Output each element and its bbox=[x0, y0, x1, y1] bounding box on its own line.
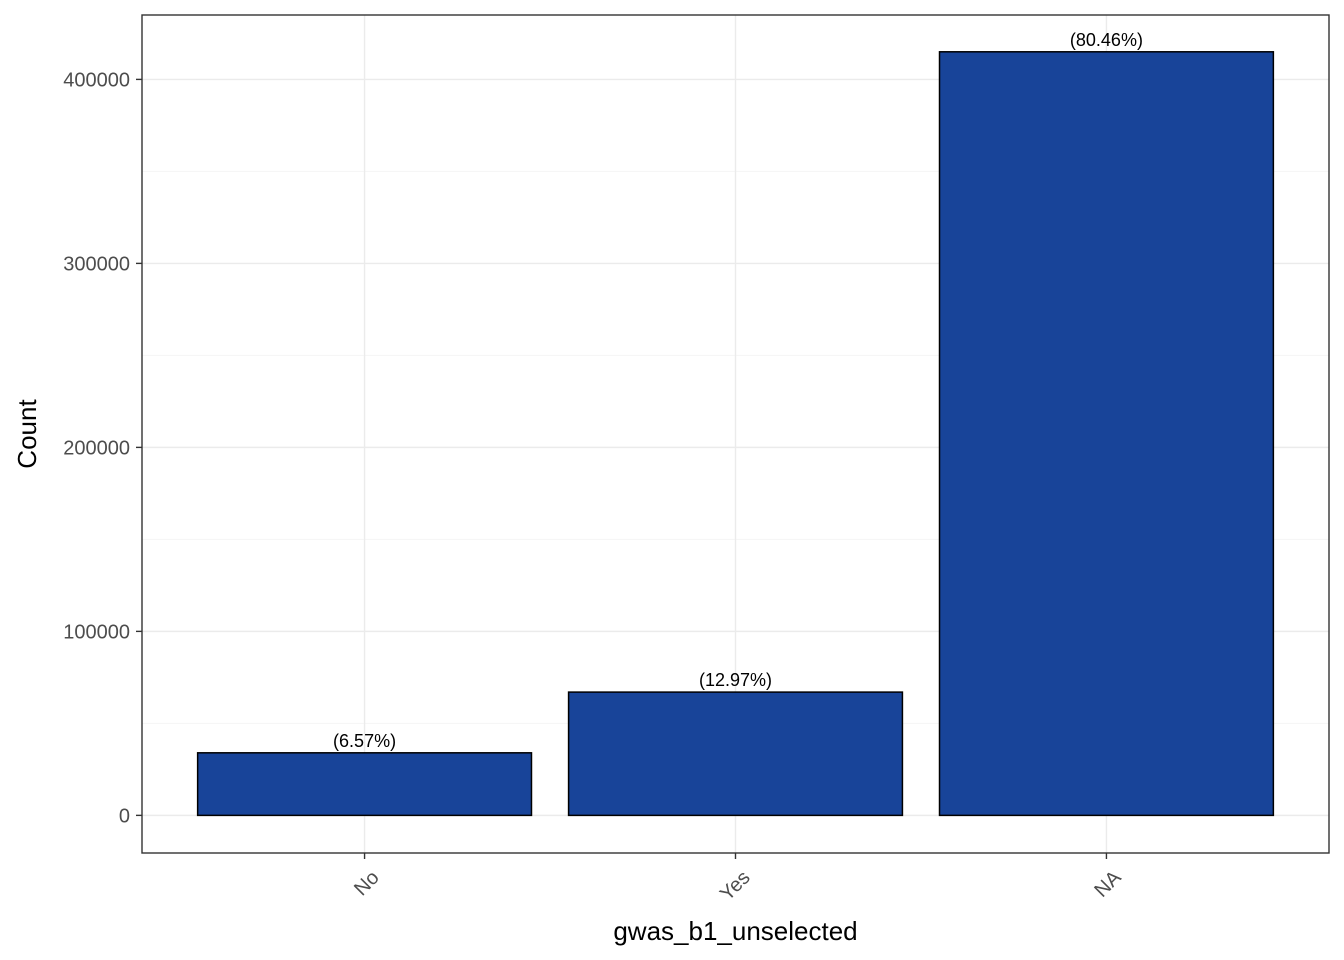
bar-yes bbox=[567, 691, 904, 817]
x-axis: No Yes NA bbox=[350, 853, 1126, 905]
x-axis-title: gwas_b1_unselected bbox=[613, 916, 857, 946]
y-tick-label: 300000 bbox=[63, 253, 130, 275]
bar-value-label: (80.46%) bbox=[1070, 30, 1143, 50]
x-tick-label: No bbox=[350, 867, 384, 901]
y-axis-title: Count bbox=[12, 399, 42, 469]
bar-value-labels: (6.57%) (12.97%) (80.46%) bbox=[333, 30, 1143, 751]
bar-value-label: (6.57%) bbox=[333, 731, 396, 751]
bar-na bbox=[938, 51, 1275, 817]
y-tick-label: 200000 bbox=[63, 437, 130, 459]
y-tick-label: 100000 bbox=[63, 621, 130, 643]
y-tick-label: 400000 bbox=[63, 69, 130, 91]
bar-no bbox=[196, 752, 533, 817]
bar-value-label: (12.97%) bbox=[699, 670, 772, 690]
y-axis: 0 100000 200000 300000 400000 bbox=[63, 69, 142, 827]
x-tick-label: Yes bbox=[716, 867, 755, 906]
y-tick-label: 0 bbox=[119, 805, 130, 827]
bars bbox=[196, 51, 1275, 817]
x-tick-label: NA bbox=[1090, 866, 1126, 902]
